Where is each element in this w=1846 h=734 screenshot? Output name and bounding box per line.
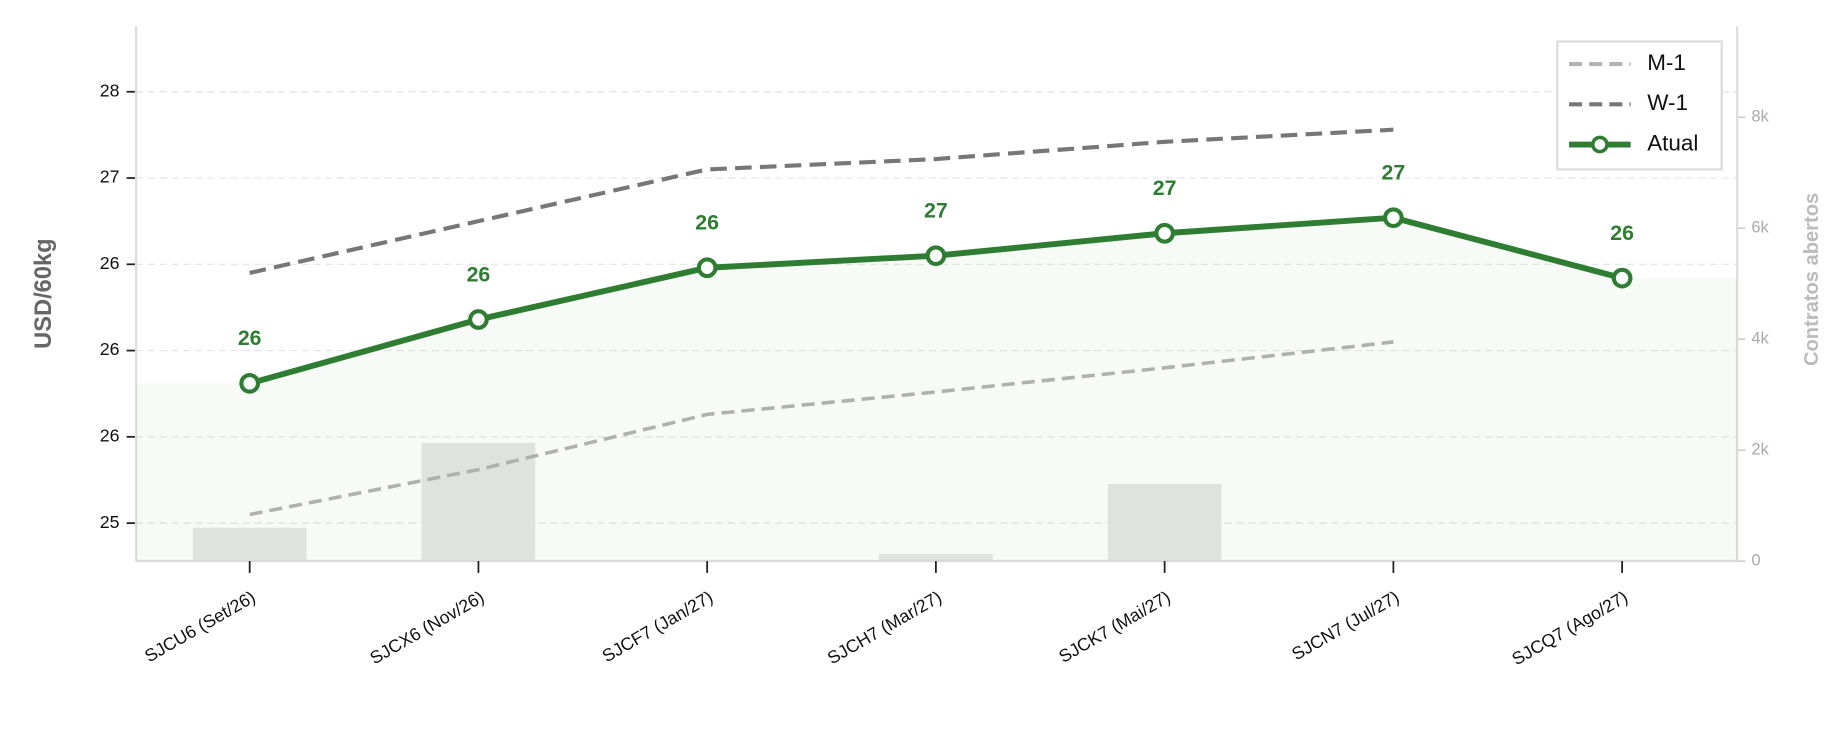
x-tick-label: SJCF7 (Jan/27) — [599, 587, 717, 666]
y2-tick-label: 8k — [1751, 107, 1769, 126]
data-label: 27 — [924, 199, 948, 223]
point — [468, 309, 489, 330]
point — [1383, 207, 1404, 229]
y2-tick-label: 6k — [1751, 218, 1769, 237]
y-tick-label: 25 — [100, 512, 120, 532]
line — [249, 340, 1394, 517]
y-tick-label: 27 — [100, 167, 120, 187]
data-label: 26 — [238, 326, 262, 350]
area — [136, 217, 1738, 562]
point — [696, 257, 718, 279]
x-tick-label: SJCU6 (Set/26) — [141, 587, 259, 666]
legend-label: Atual — [1647, 130, 1698, 155]
data-label: 27 — [1153, 176, 1177, 200]
legend-marker — [1590, 135, 1609, 154]
legend-label: M-1 — [1647, 50, 1686, 75]
point — [1154, 222, 1175, 244]
x-tick-label: SJCX6 (Nov/26) — [366, 587, 487, 668]
bar — [879, 553, 993, 562]
y-axis-label: USD/60kg — [31, 238, 57, 348]
point — [925, 245, 947, 267]
bar — [192, 527, 307, 562]
y-tick-label: 28 — [100, 80, 120, 100]
y-tick-label: 26 — [100, 426, 120, 446]
bar — [1107, 483, 1222, 562]
y2-tick-label: 0 — [1751, 550, 1760, 569]
y2-tick-label: 4k — [1751, 329, 1769, 348]
y-tick-label: 26 — [100, 339, 120, 359]
x-tick-label: SJCK7 (Mai/27) — [1055, 587, 1173, 667]
x-tick-label: SJCN7 (Jul/27) — [1288, 587, 1402, 664]
legend-box — [1556, 40, 1723, 171]
x-tick-label: SJCH7 (Mar/27) — [824, 587, 945, 668]
y2-tick-label: 2k — [1751, 439, 1769, 458]
data-label: 26 — [467, 262, 491, 286]
data-label: 26 — [1610, 221, 1634, 245]
x-tick-label: SJCQ7 (Ago/27) — [1508, 587, 1631, 669]
point — [1611, 267, 1633, 289]
data-label: 27 — [1382, 161, 1406, 185]
bar — [421, 442, 536, 562]
y-tick-label: 26 — [100, 253, 120, 273]
point — [239, 372, 261, 394]
data-label: 26 — [695, 211, 719, 235]
legend-label: W-1 — [1647, 90, 1688, 115]
line — [249, 127, 1394, 275]
y2-axis-label: Contratos abertos — [1801, 193, 1823, 366]
